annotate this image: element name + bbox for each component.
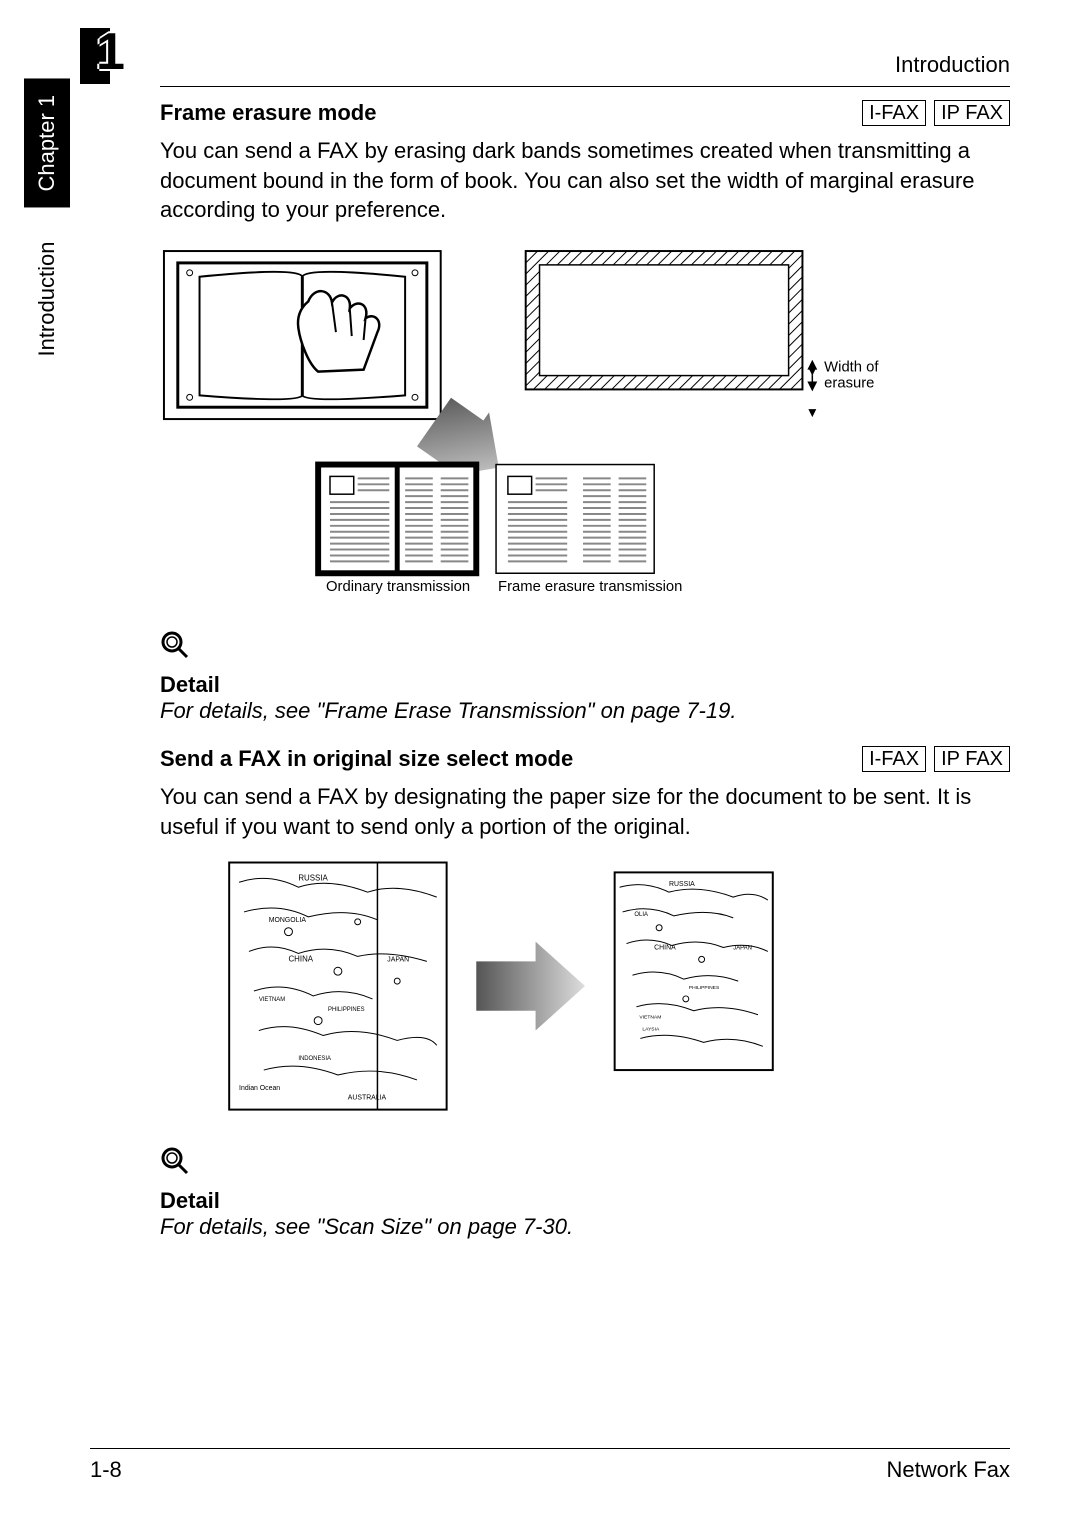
footer-rule — [90, 1448, 1010, 1449]
chapter-marker: 1 — [80, 28, 160, 88]
section-1-badges: I-FAX IP FAX — [862, 100, 1010, 126]
svg-text:LAYSIA: LAYSIA — [642, 1027, 660, 1033]
svg-text:JAPAN: JAPAN — [387, 957, 409, 964]
footer-title: Network Fax — [887, 1457, 1010, 1483]
svg-text:AUSTRALIA: AUSTRALIA — [348, 1095, 387, 1102]
badge-ifax-2: I-FAX — [862, 746, 926, 772]
figure-frame-erasure: Width of erasure — [160, 245, 1010, 605]
fig1-caption-left: Ordinary transmission — [326, 579, 470, 595]
chapter-number: 1 — [96, 22, 125, 82]
magnifier-icon-2 — [160, 1146, 1010, 1184]
figure-scan-size: RUSSIA MONGOLIA CHINA JAPAN PHILIPPINES … — [160, 861, 1010, 1121]
svg-text:RUSSIA: RUSSIA — [298, 874, 328, 883]
svg-text:RUSSIA: RUSSIA — [669, 882, 695, 889]
svg-text:VIETNAM: VIETNAM — [639, 1015, 661, 1021]
page: Chapter 1 Introduction 1 Introduction I-… — [0, 0, 1080, 1529]
content: I-FAX IP FAX Frame erasure mode You can … — [160, 100, 1010, 1262]
detail-label-1: Detail — [160, 672, 1010, 698]
svg-text:JAPAN: JAPAN — [733, 946, 752, 952]
header-title: Introduction — [895, 52, 1010, 78]
svg-text:PHILIPPINES: PHILIPPINES — [328, 1007, 365, 1013]
section-1-body: You can send a FAX by erasing dark bands… — [160, 136, 1010, 225]
width-label-line2: erasure — [824, 376, 874, 392]
section-1-header-row: I-FAX IP FAX Frame erasure mode — [160, 100, 1010, 126]
detail-label-2: Detail — [160, 1188, 1010, 1214]
section-2-body: You can send a FAX by designating the pa… — [160, 782, 1010, 841]
magnifier-icon — [160, 630, 1010, 668]
section-2-badges: I-FAX IP FAX — [862, 746, 1010, 772]
detail-text-1: For details, see "Frame Erase Transmissi… — [160, 698, 1010, 724]
side-tab-chapter: Chapter 1 — [24, 78, 70, 207]
footer-page-number: 1-8 — [90, 1457, 122, 1483]
svg-text:PHILIPPINES: PHILIPPINES — [689, 985, 720, 991]
badge-ipfax: IP FAX — [934, 100, 1010, 126]
detail-text-2: For details, see "Scan Size" on page 7-3… — [160, 1214, 1010, 1240]
svg-text:CHINA: CHINA — [288, 955, 313, 964]
svg-text:CHINA: CHINA — [654, 945, 676, 952]
side-tab-section: Introduction — [24, 211, 70, 388]
width-label-line1: Width of — [824, 360, 879, 376]
svg-text:MONGOLIA: MONGOLIA — [269, 917, 307, 924]
fig1-caption-right: Frame erasure transmission — [498, 579, 682, 595]
side-tab: Chapter 1 Introduction — [24, 78, 70, 388]
header-rule — [160, 86, 1010, 87]
section-2-header-row: I-FAX IP FAX Send a FAX in original size… — [160, 746, 1010, 772]
svg-text:OLIA: OLIA — [634, 912, 648, 918]
svg-text:INDONESIA: INDONESIA — [298, 1057, 331, 1063]
svg-text:VIETNAM: VIETNAM — [259, 997, 285, 1003]
svg-text:Indian Ocean: Indian Ocean — [239, 1085, 280, 1092]
badge-ifax: I-FAX — [862, 100, 926, 126]
badge-ipfax-2: IP FAX — [934, 746, 1010, 772]
